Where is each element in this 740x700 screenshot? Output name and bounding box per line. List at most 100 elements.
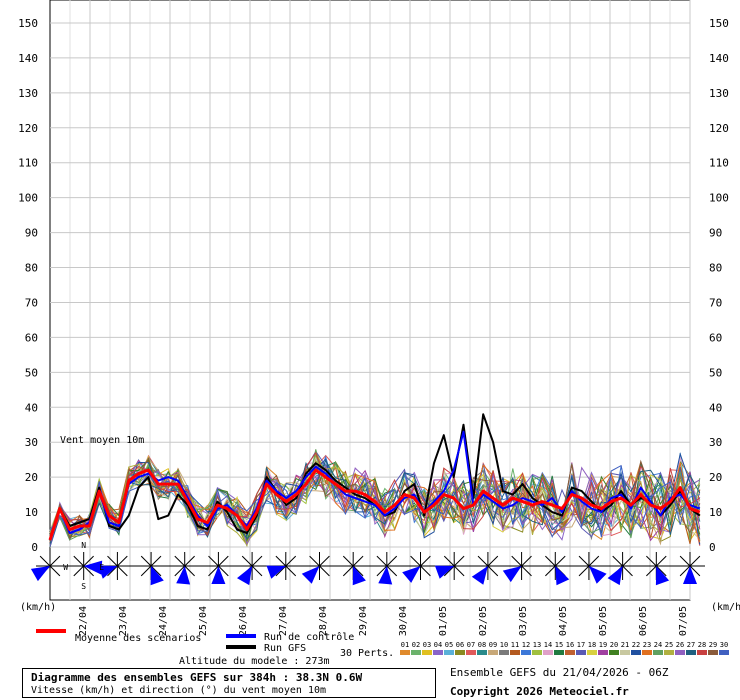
x-tick-label: 04/05 — [558, 606, 569, 636]
pert-legend-swatch — [488, 650, 498, 655]
pert-legend-swatch — [697, 650, 707, 655]
rose-spoke — [352, 565, 364, 577]
x-tick-label: 07/05 — [678, 606, 689, 636]
rose-spoke — [386, 565, 398, 577]
rose-spoke — [241, 555, 253, 567]
pert-legend-label: 24 — [654, 641, 662, 649]
pert-legend-swatch — [675, 650, 685, 655]
rose-spoke — [443, 565, 455, 577]
rose-spoke — [521, 565, 532, 577]
wind-direction-mark — [607, 566, 623, 586]
rose-spoke — [117, 565, 128, 577]
y-tick-right: 110 — [709, 157, 729, 170]
y-tick-right: 50 — [709, 366, 722, 379]
rose-spoke — [73, 565, 85, 577]
pert-legend-label: 23 — [643, 641, 651, 649]
rose-spoke — [251, 565, 263, 577]
pert-legend-label: 05 — [445, 641, 453, 649]
x-tick-label: 29/04 — [358, 606, 369, 636]
rose-spoke — [689, 555, 701, 567]
pert-legend-swatch — [708, 650, 718, 655]
rose-spoke — [251, 555, 263, 567]
y-tick-right: 60 — [709, 331, 722, 344]
legend-label-mean: Moyenne des scénarios — [75, 632, 201, 644]
rose-spoke — [679, 565, 691, 577]
pert-legend-swatch — [609, 650, 619, 655]
pert-legend-swatch — [554, 650, 564, 655]
pert-legend-label: 02 — [412, 641, 420, 649]
rose-spoke — [319, 565, 330, 577]
legend-label-perts: 30 Perts. — [340, 648, 394, 659]
rose-spoke — [554, 555, 566, 567]
rose-spoke — [521, 555, 532, 567]
wind-direction-mark — [378, 566, 393, 585]
rose-spoke — [107, 565, 118, 577]
pert-legend-label: 12 — [522, 641, 530, 649]
wind-rose — [69, 551, 103, 581]
rose-spoke — [39, 555, 51, 567]
y-tick-right: 10 — [709, 506, 722, 519]
run-info: Ensemble GEFS du 21/04/2026 - 06Z — [450, 666, 669, 679]
copyright: Copyright 2026 Meteociel.fr — [450, 685, 629, 698]
pert-legend-swatch — [642, 650, 652, 655]
y-tick-left: 100 — [18, 192, 38, 205]
y-tick-left: 110 — [18, 157, 38, 170]
pert-legend-swatch — [499, 650, 509, 655]
rose-spoke — [410, 555, 421, 567]
pert-legend-swatch — [598, 650, 608, 655]
wind-direction-mark — [266, 565, 286, 579]
wind-rose — [204, 551, 233, 584]
rose-spoke — [453, 565, 465, 577]
wind-rose — [471, 551, 502, 585]
wind-rose — [402, 551, 435, 583]
y-tick-right: 150 — [709, 17, 729, 30]
rose-spoke — [646, 555, 657, 567]
y-tick-left: 130 — [18, 87, 38, 100]
wind-direction-mark — [402, 566, 421, 583]
x-tick-label: 26/04 — [238, 606, 249, 636]
pert-legend-label: 01 — [401, 641, 409, 649]
rose-spoke — [309, 555, 320, 567]
y-tick-right: 130 — [709, 87, 729, 100]
pert-line-14 — [49, 456, 701, 543]
wind-rose — [237, 551, 267, 586]
pert-line-30 — [49, 464, 701, 539]
y-tick-left: 30 — [25, 436, 38, 449]
rose-spoke — [107, 555, 118, 567]
pert-legend-label: 28 — [698, 641, 706, 649]
compass-s: S — [81, 582, 86, 591]
pert-legend-swatch — [532, 650, 542, 655]
pert-line-29 — [49, 456, 701, 540]
pert-legend-label: 21 — [621, 641, 629, 649]
rose-spoke — [218, 565, 229, 577]
rose-spoke — [622, 555, 633, 567]
rose-spoke — [487, 555, 499, 567]
wind-direction-mark — [237, 566, 253, 586]
wind-rose — [541, 551, 570, 586]
pert-line-22 — [49, 452, 701, 547]
y-unit-left: (km/h) — [20, 602, 56, 613]
wind-rose — [30, 552, 64, 582]
x-tick-label: 06/05 — [638, 606, 649, 636]
wind-direction-mark — [683, 566, 697, 584]
y-tick-left: 60 — [25, 331, 38, 344]
y-tick-right: 140 — [709, 52, 729, 65]
rose-spoke — [285, 565, 297, 577]
wind-rose — [137, 551, 166, 586]
rose-spoke — [679, 555, 691, 567]
pert-legend-label: 30 — [720, 641, 728, 649]
wind-direction-mark — [98, 565, 118, 579]
wind-rose — [339, 551, 368, 586]
wind-direction-mark — [176, 566, 191, 585]
rose-spoke — [49, 555, 61, 567]
wind-rose — [502, 551, 536, 583]
pert-legend-label: 27 — [687, 641, 695, 649]
y-tick-left: 40 — [25, 401, 38, 414]
wind-rose — [642, 551, 671, 586]
wind-rose — [170, 551, 199, 585]
pert-legend-label: 09 — [489, 641, 497, 649]
rose-spoke — [646, 565, 657, 577]
y-tick-left: 140 — [18, 52, 38, 65]
pert-legend-swatch — [543, 650, 553, 655]
info-box: Diagramme des ensembles GEFS sur 384h : … — [22, 668, 436, 698]
